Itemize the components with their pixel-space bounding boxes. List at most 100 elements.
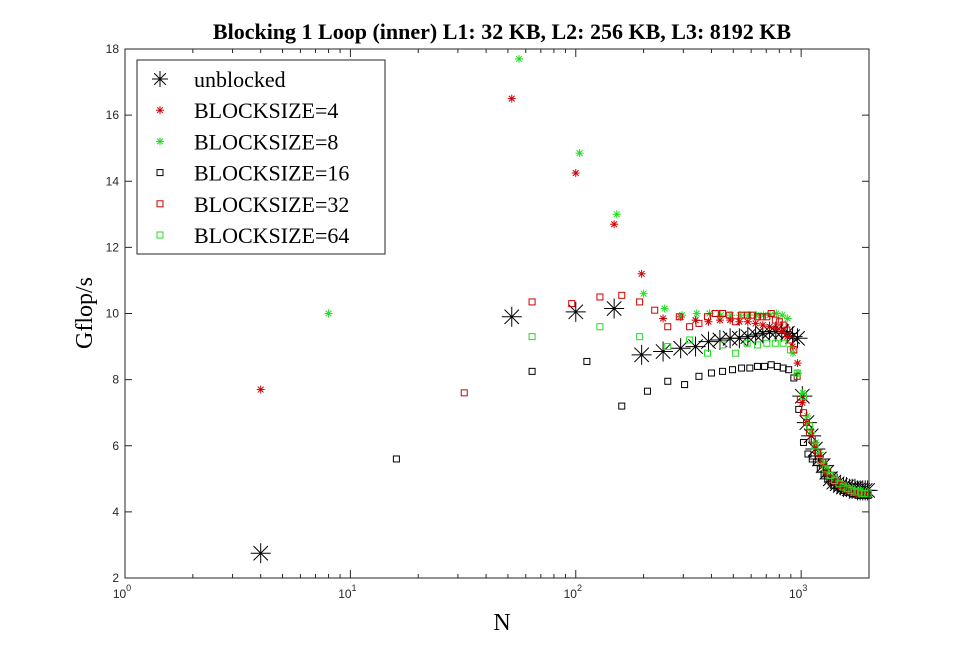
data-point xyxy=(324,309,333,318)
data-point xyxy=(787,328,808,349)
legend-marker xyxy=(156,231,164,239)
data-point xyxy=(735,317,744,326)
y-tick-label: 8 xyxy=(112,373,119,387)
legend-marker xyxy=(156,106,164,115)
x-tick-label: 102 xyxy=(564,583,582,601)
y-tick-label: 2 xyxy=(112,571,119,585)
axis-ticks: 2 4 6 8 10 12 14 16 18 100 101 102 103 xyxy=(106,42,870,601)
data-points xyxy=(250,54,878,564)
data-point xyxy=(799,409,807,417)
data-point xyxy=(659,314,668,323)
data-point xyxy=(753,313,761,321)
x-tick-label: 100 xyxy=(113,583,131,601)
data-point xyxy=(785,366,793,374)
data-point xyxy=(847,486,855,494)
data-point xyxy=(751,319,760,328)
data-point xyxy=(703,313,711,321)
data-point xyxy=(732,349,740,357)
legend-box xyxy=(136,59,386,255)
data-point xyxy=(695,319,703,327)
data-point xyxy=(604,298,625,319)
data-point xyxy=(716,311,725,320)
data-point xyxy=(816,457,824,465)
data-point xyxy=(664,377,672,385)
legend: unblocked BLOCKSIZE=4 BLOCKSIZE=8 BLOCKSIZE… xyxy=(136,59,386,255)
data-point xyxy=(631,344,652,365)
data-point xyxy=(748,311,756,319)
data-point xyxy=(851,488,859,496)
data-point xyxy=(729,366,737,374)
data-point xyxy=(761,362,769,370)
data-point xyxy=(738,364,746,372)
x-tick-label: 101 xyxy=(338,583,356,601)
series-blocksize-64 xyxy=(528,323,872,498)
data-point xyxy=(808,435,816,443)
data-point xyxy=(758,321,767,330)
data-point xyxy=(515,54,524,63)
data-point xyxy=(612,210,621,219)
y-tick-label: 14 xyxy=(106,174,120,188)
data-point xyxy=(610,220,619,229)
data-point xyxy=(771,339,779,347)
data-point xyxy=(675,313,683,321)
data-point xyxy=(715,316,724,325)
legend-label: BLOCKSIZE=4 xyxy=(194,98,338,123)
data-point xyxy=(779,321,787,329)
data-point xyxy=(651,306,659,314)
y-tick-label: 16 xyxy=(106,108,120,122)
y-tick-label: 4 xyxy=(112,505,119,519)
legend-label: BLOCKSIZE=64 xyxy=(194,223,349,248)
data-point xyxy=(743,311,751,319)
data-point xyxy=(786,346,794,354)
data-point xyxy=(719,310,727,317)
data-point xyxy=(643,387,651,395)
data-point xyxy=(826,472,834,480)
data-point xyxy=(763,339,771,347)
legend-marker xyxy=(152,71,168,87)
data-point xyxy=(821,465,829,473)
data-point xyxy=(637,269,646,278)
data-point xyxy=(811,442,819,450)
data-point xyxy=(653,341,674,362)
data-point xyxy=(704,317,713,326)
data-point xyxy=(864,490,872,498)
data-point xyxy=(805,429,813,437)
data-point xyxy=(743,317,752,326)
data-point xyxy=(528,333,536,341)
data-point xyxy=(711,310,719,317)
data-point xyxy=(799,392,807,400)
data-point xyxy=(528,298,536,306)
data-point xyxy=(758,313,766,321)
data-point xyxy=(814,448,822,456)
data-point xyxy=(793,369,801,377)
data-point xyxy=(816,465,824,473)
data-point xyxy=(778,311,787,320)
y-tick-label: 6 xyxy=(112,439,119,453)
data-point xyxy=(695,372,703,380)
data-point xyxy=(743,339,751,347)
chart-title: Blocking 1 Loop (inner) L1: 32 KB, L2: 2… xyxy=(213,19,791,44)
data-point xyxy=(779,339,787,347)
y-tick-label: 12 xyxy=(106,240,120,254)
data-point xyxy=(256,385,265,394)
data-point xyxy=(786,336,794,344)
y-tick-label: 18 xyxy=(106,42,120,56)
data-point xyxy=(707,369,715,377)
plot-frame xyxy=(124,48,870,579)
data-point xyxy=(725,311,733,319)
data-point xyxy=(779,364,787,372)
data-point xyxy=(698,331,719,352)
data-point xyxy=(805,422,813,430)
data-point xyxy=(618,402,626,410)
data-point xyxy=(596,323,604,331)
data-point xyxy=(685,336,706,357)
data-point xyxy=(571,168,580,177)
data-point xyxy=(636,333,644,341)
data-point xyxy=(692,309,701,318)
data-point xyxy=(664,323,672,331)
y-tick-label: 10 xyxy=(106,307,120,321)
data-point xyxy=(783,326,791,334)
data-point xyxy=(660,304,669,313)
legend-marker xyxy=(156,200,164,208)
